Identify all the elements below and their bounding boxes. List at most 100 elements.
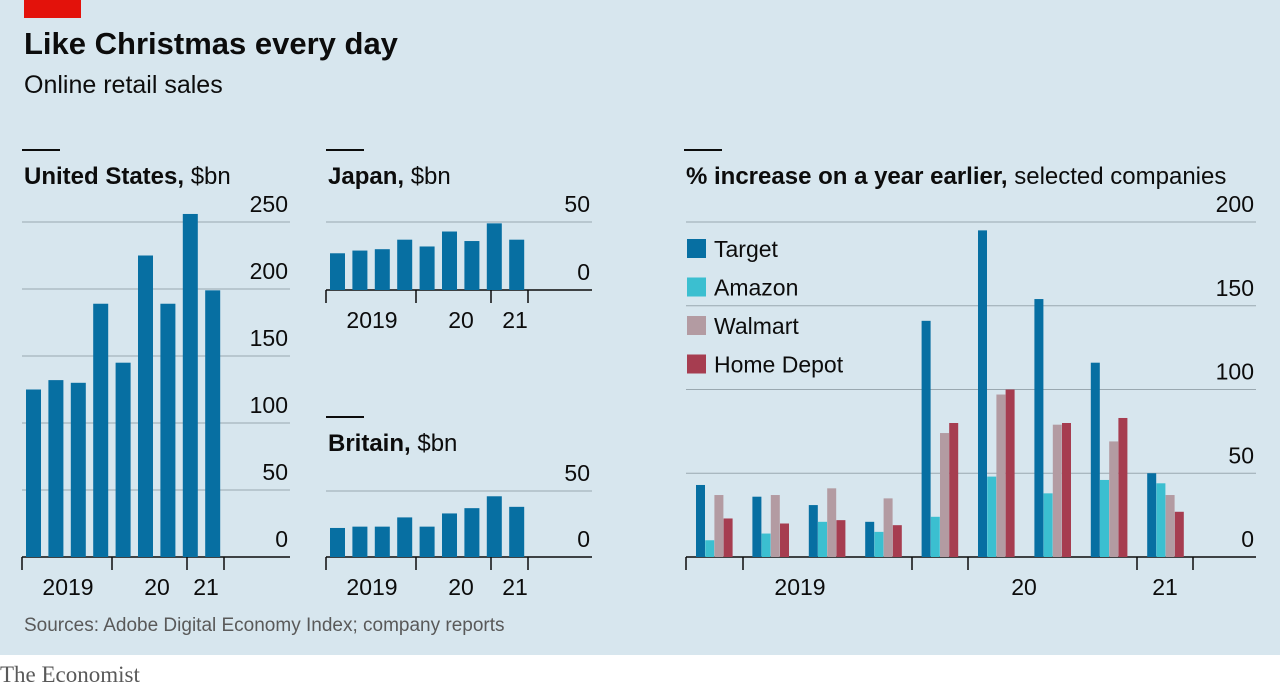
us-bar [205,290,221,557]
britain-panel-title: Britain, $bn [328,430,457,457]
companies-bar-amazon [1100,479,1109,557]
us-bar [160,303,176,557]
companies-bar-amazon [761,533,771,557]
us-ytick-label: 200 [250,258,288,284]
us-panel-title: United States, $bn [24,163,231,190]
companies-ytick-label: 0 [1241,526,1254,552]
japan-bar [374,249,390,290]
companies-bar-amazon [987,476,997,557]
companies-bar-target [808,505,818,557]
us-xtick-label: 20 [144,574,170,600]
companies-bar-walmart [1109,441,1119,557]
chart-title: Like Christmas every day [24,26,398,61]
us-bar [115,362,131,557]
companies-xtick-label: 2019 [774,574,825,600]
companies-bar-target [1034,299,1044,557]
companies-bar-amazon [1043,493,1053,557]
companies-panel-title-main: % increase on a year earlier, [686,163,1014,190]
us-bar [70,382,86,557]
legend-swatch-amazon [687,277,706,297]
companies-bar-walmart [996,394,1006,557]
companies-bar-target [978,230,987,557]
britain-bar [509,506,525,557]
japan-bar [509,239,525,290]
companies-bar-walmart [1052,424,1062,557]
companies-bar-home-depot [780,523,789,557]
britain-ytick-label: 50 [564,460,590,486]
companies-bar-home-depot [723,518,733,557]
companies-bar-home-depot [1174,511,1184,557]
legend-label-target: Target [714,236,779,262]
japan-panel-title-unit: $bn [411,163,451,190]
britain-panel-title-main: Britain, [328,430,417,457]
companies-ytick-label: 150 [1216,275,1254,301]
japan-bar [397,239,413,290]
britain-bar [374,526,390,557]
japan-bar [486,223,502,290]
japan-bar [330,253,345,290]
companies-ytick-label: 50 [1228,442,1254,468]
japan-bar [464,241,480,290]
us-ytick-label: 100 [250,392,288,418]
companies-bar-home-depot [1118,417,1128,557]
companies-bar-walmart [940,433,949,557]
britain-bar [442,513,457,557]
britain-bar [486,496,502,557]
brand-red-tag [24,0,81,18]
companies-bar-target [752,496,762,557]
source-note: Sources: Adobe Digital Economy Index; co… [24,615,505,636]
japan-panel-title-main: Japan, [328,163,411,190]
legend-label-amazon: Amazon [714,275,798,301]
companies-bar-walmart [770,495,780,557]
us-xtick-label: 2019 [42,574,93,600]
companies-bar-amazon [705,540,715,557]
britain-panel-title-unit: $bn [417,430,457,457]
legend-swatch-target [687,239,706,258]
britain-bar [330,527,345,557]
companies-bar-walmart [1165,495,1175,557]
companies-panel-title-unit: selected companies [1014,163,1226,190]
us-ytick-label: 0 [275,526,288,552]
companies-bar-walmart [714,495,724,557]
companies-bar-home-depot [949,423,959,557]
japan-ytick-label: 0 [577,259,590,285]
japan-bar [442,231,457,290]
us-ytick-label: 50 [262,459,288,485]
companies-bar-target [1090,362,1100,557]
companies-bar-amazon [930,516,940,557]
us-ytick-label: 150 [250,325,288,351]
legend-swatch-home-depot [687,354,706,374]
companies-bar-home-depot [836,520,846,557]
companies-bar-home-depot [892,525,902,557]
companies-bar-target [696,484,705,557]
japan-bar [352,250,368,290]
japan-bar [419,246,435,290]
britain-bar [397,517,413,557]
japan-xtick-label: 2019 [346,307,397,333]
britain-ytick-label: 0 [577,526,590,552]
britain-xtick-label: 21 [502,574,528,600]
britain-bar [352,526,368,557]
companies-panel-title: % increase on a year earlier, selected c… [686,163,1226,190]
legend-swatch-walmart [687,316,706,335]
japan-ytick-label: 50 [564,191,590,217]
companies-bar-target [921,320,931,557]
us-xtick-label: 21 [193,574,219,600]
legend-label-home-depot: Home Depot [714,352,844,378]
companies-bar-amazon [1156,483,1166,557]
companies-bar-home-depot [1062,423,1071,557]
companies-bar-amazon [818,521,827,557]
us-bar [138,255,153,557]
companies-bar-target [1147,473,1157,557]
us-bar [182,213,198,557]
companies-xtick-label: 21 [1152,574,1178,600]
companies-bar-target [865,521,875,557]
britain-xtick-label: 20 [448,574,474,600]
us-bar [26,389,41,557]
us-panel-title-unit: $bn [191,163,231,190]
companies-bar-walmart [827,488,837,557]
japan-panel-title: Japan, $bn [328,163,451,190]
companies-ytick-label: 200 [1216,191,1254,217]
